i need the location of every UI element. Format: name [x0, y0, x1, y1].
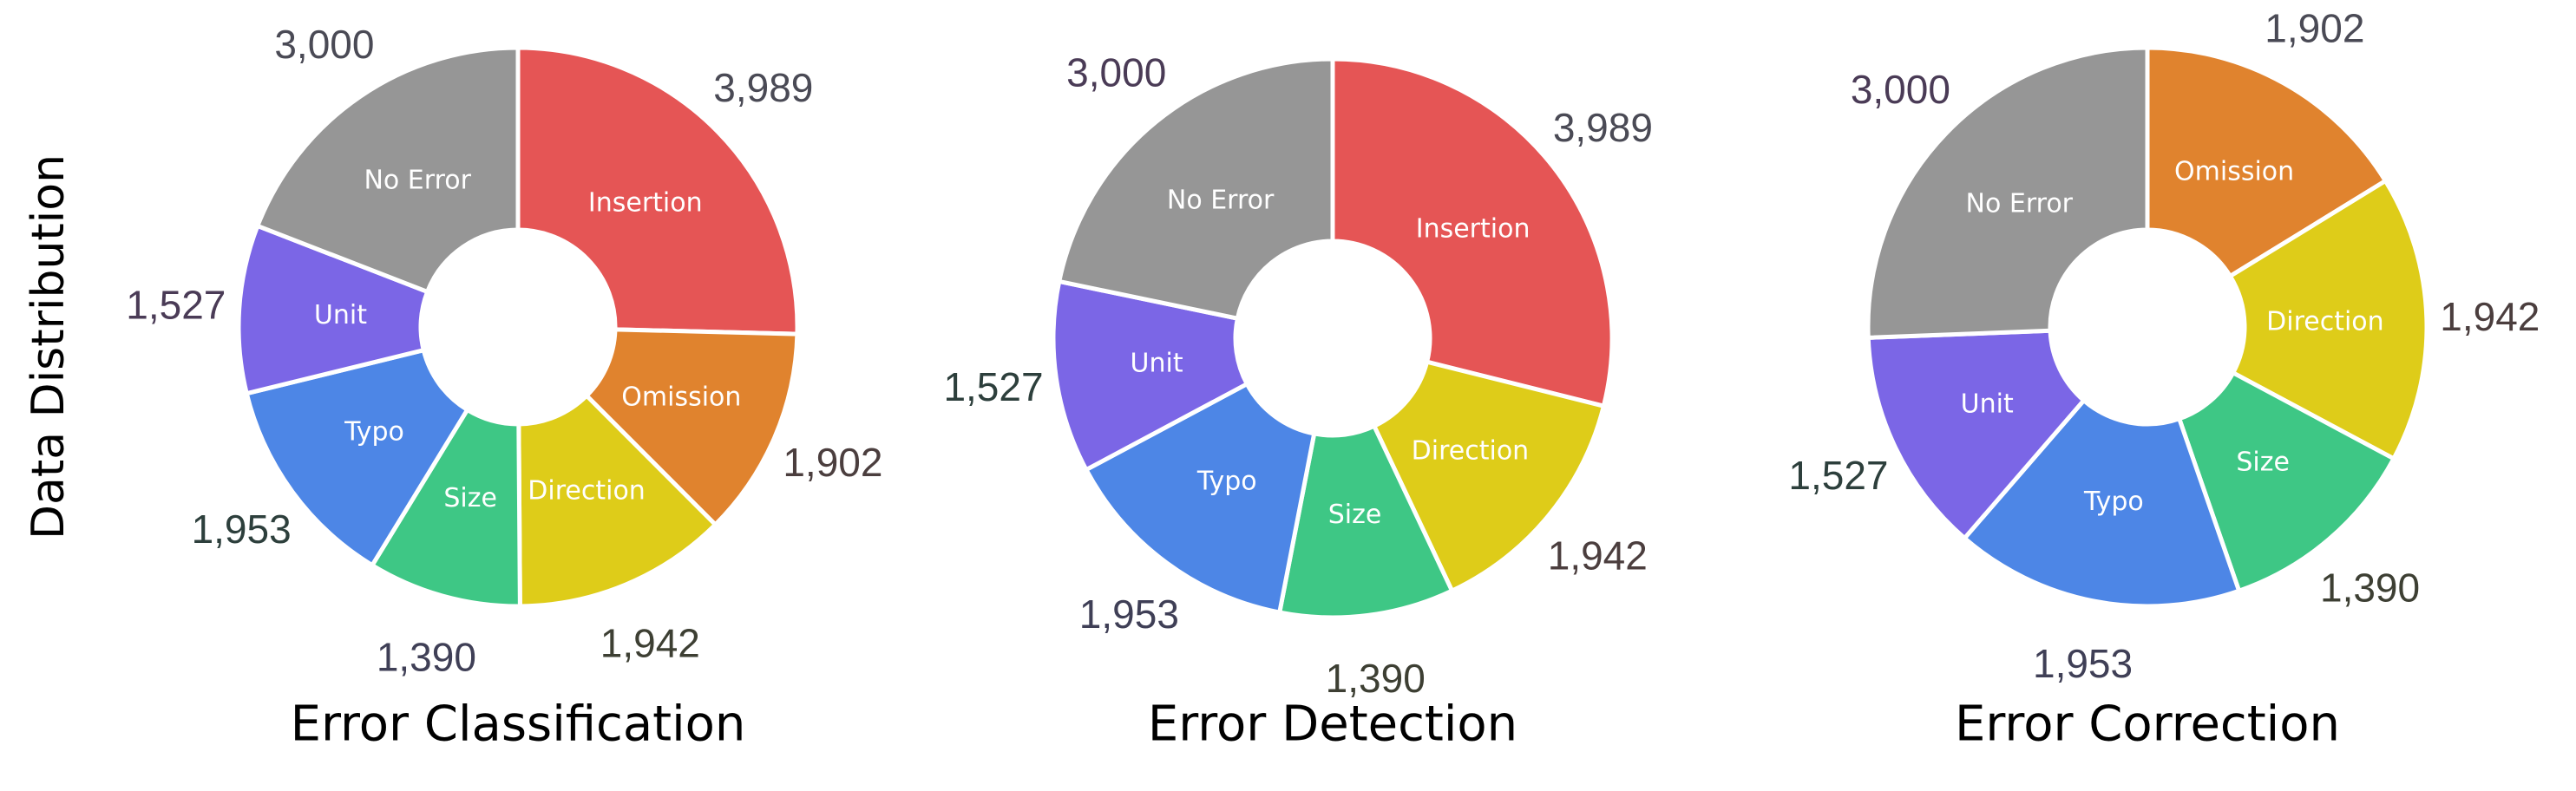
- slice-label-unit: Unit: [314, 300, 367, 330]
- donut-chart-error-detection: Insertion 3,989 Direction 1,942 Size 1,390 Typ…: [943, 50, 1652, 753]
- value-label-direction: 1,942: [2440, 294, 2540, 339]
- slice-size: [2177, 370, 2396, 593]
- slice-direction: [2227, 179, 2429, 461]
- slice-omission: [584, 327, 800, 527]
- value-label-unit: 1,527: [1788, 453, 1888, 498]
- value-label-direction: 1,942: [1548, 533, 1648, 579]
- slice-unit: [1051, 278, 1249, 473]
- value-label-omission: 1,902: [783, 440, 882, 485]
- slice-no-error: [255, 45, 521, 294]
- slice-no-error: [1865, 45, 2150, 340]
- slice-label-no-error: No Error: [1966, 188, 2074, 219]
- slice-label-direction: Direction: [2266, 306, 2384, 337]
- slice-label-typo: Typo: [1196, 466, 1257, 496]
- slice-omission: [2145, 45, 2388, 278]
- value-label-direction: 1,942: [600, 620, 700, 665]
- slice-label-unit: Unit: [1961, 389, 2014, 419]
- slice-unit: [1865, 328, 2087, 540]
- slice-label-omission: Omission: [621, 382, 741, 412]
- value-label-unit: 1,527: [943, 364, 1043, 409]
- slice-size: [1277, 423, 1455, 620]
- slice-direction: [1372, 359, 1606, 593]
- slice-label-size: Size: [1328, 500, 1382, 530]
- slice-insertion: [515, 45, 800, 337]
- chart-title-error-detection: Error Detection: [1148, 696, 1517, 753]
- slice-label-omission: Omission: [2174, 157, 2294, 187]
- value-label-size: 1,390: [2320, 565, 2420, 610]
- value-label-typo: 1,953: [2033, 641, 2133, 686]
- value-label-insertion: 3,989: [713, 65, 813, 110]
- slice-label-unit: Unit: [1131, 349, 1183, 379]
- slice-label-no-error: No Error: [364, 165, 471, 195]
- value-label-typo: 1,953: [192, 507, 292, 552]
- slice-label-insertion: Insertion: [1416, 213, 1531, 244]
- slice-label-insertion: Insertion: [588, 187, 703, 218]
- slice-typo: [1962, 398, 2242, 609]
- chart-title-error-correction: Error Correction: [1955, 696, 2340, 753]
- chart-title-error-classification: Error Classification: [291, 696, 746, 753]
- value-label-typo: 1,953: [1079, 592, 1179, 637]
- slice-label-direction: Direction: [528, 476, 646, 507]
- slice-direction: [516, 393, 718, 609]
- slice-no-error: [1057, 56, 1335, 321]
- slice-label-typo: Typo: [344, 416, 404, 447]
- donut-chart-error-correction: Omission 1,902 Direction 1,942 Size 1,390 Typo…: [1788, 5, 2540, 752]
- value-label-size: 1,390: [377, 635, 476, 680]
- y-axis-label: Data Distribution: [23, 154, 75, 540]
- slice-label-size: Size: [2236, 447, 2290, 477]
- value-label-no-error: 3,000: [1851, 67, 1950, 112]
- value-label-unit: 1,527: [126, 282, 226, 327]
- slice-unit: [236, 223, 430, 396]
- slice-label-direction: Direction: [1412, 436, 1530, 467]
- slice-insertion: [1330, 56, 1615, 409]
- value-label-insertion: 3,989: [1553, 105, 1653, 150]
- slice-label-typo: Typo: [2083, 487, 2144, 517]
- value-label-no-error: 3,000: [274, 22, 374, 67]
- slice-label-size: Size: [443, 483, 497, 513]
- value-label-omission: 1,902: [2265, 5, 2364, 50]
- donut-chart-error-classification: Insertion 3,989 Omission 1,902 Direction 1,94…: [126, 22, 882, 752]
- slice-label-no-error: No Error: [1167, 185, 1275, 215]
- value-label-no-error: 3,000: [1066, 50, 1166, 95]
- slice-typo: [244, 348, 470, 568]
- value-label-size: 1,390: [1326, 656, 1426, 701]
